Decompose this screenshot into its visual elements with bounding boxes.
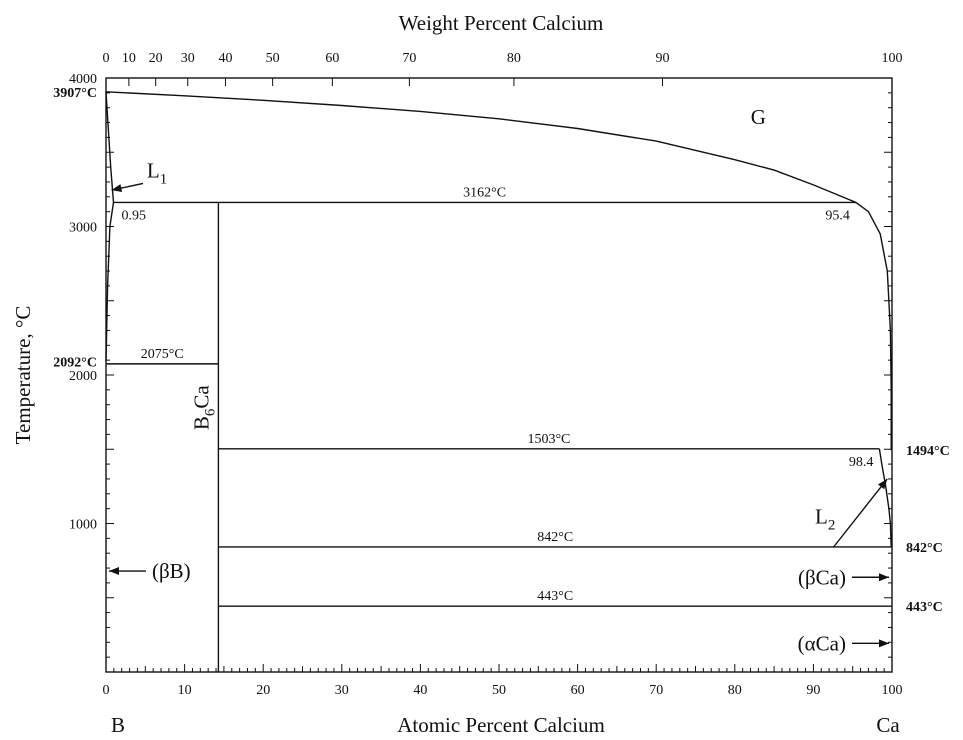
- top-tick-label: 20: [149, 51, 163, 66]
- top-axis-title: Weight Percent Calcium: [399, 11, 604, 35]
- phase-arrow-left: [109, 567, 146, 576]
- region-label-gas: G: [751, 105, 766, 129]
- calcium-liquidus-curve: [878, 448, 892, 548]
- gas-boundary-curve: [105, 91, 892, 451]
- liquid-2-arrow: [832, 478, 888, 548]
- right-temperature-label: 443°C: [906, 600, 943, 615]
- region-label-liquid-2: L2: [815, 505, 835, 534]
- y-axis-title: Temperature, °C: [11, 306, 35, 445]
- bottom-tick-label: 30: [335, 683, 349, 698]
- top-tick-label: 0: [103, 51, 110, 66]
- top-tick-label: 10: [122, 51, 136, 66]
- liquid-1-arrow: [111, 182, 144, 192]
- isotherm-label: 2075°C: [141, 347, 184, 362]
- top-tick-label: 60: [325, 51, 339, 66]
- right-element-label: Ca: [876, 713, 900, 737]
- bottom-tick-label: 20: [256, 683, 270, 698]
- bottom-tick-label: 80: [728, 683, 742, 698]
- bottom-tick-label: 90: [806, 683, 820, 698]
- right-temperature-label: 1494°C: [906, 444, 950, 459]
- left-temperature-label: 3907°C: [53, 86, 97, 101]
- top-tick-label: 90: [655, 51, 669, 66]
- phase-label: (βB): [152, 559, 191, 583]
- phase-arrow-right: [852, 573, 889, 582]
- top-tick-label: 30: [181, 51, 195, 66]
- top-tick-label: 80: [507, 51, 521, 66]
- phase-label: (αCa): [798, 631, 846, 655]
- composition-label: 0.95: [121, 208, 146, 223]
- bottom-tick-label: 70: [649, 683, 663, 698]
- y-tick-label: 2000: [69, 369, 97, 384]
- bottom-tick-label: 10: [178, 683, 192, 698]
- annotation-layer: 0 10 20 30 40 50 60 70 80 90 1000 10 20 30 40 50 60 70 80 9…: [53, 51, 949, 698]
- tick-layer: [105, 77, 893, 673]
- left-element-label: B: [111, 713, 125, 737]
- isotherm-label: 842°C: [537, 530, 573, 545]
- bottom-tick-label: 0: [103, 683, 110, 698]
- bottom-tick-label: 40: [413, 683, 427, 698]
- compound-label: B6Ca: [189, 385, 218, 431]
- phase-arrow-right: [852, 639, 889, 648]
- bottom-tick-label: 50: [492, 683, 506, 698]
- right-temperature-label: 842°C: [906, 541, 943, 556]
- bottom-tick-label: 60: [571, 683, 585, 698]
- top-tick-label: 40: [218, 51, 232, 66]
- y-tick-label: 1000: [69, 518, 97, 533]
- composition-label: 98.4: [849, 455, 874, 470]
- top-tick-label: 50: [266, 51, 280, 66]
- bottom-tick-label: 100: [882, 683, 903, 698]
- phase-label: (βCa): [798, 565, 846, 589]
- top-tick-label: 100: [882, 51, 903, 66]
- isotherm-label: 1503°C: [527, 432, 570, 447]
- y-tick-label: 4000: [69, 72, 97, 87]
- phase-boundaries: [105, 91, 892, 672]
- composition-label: 95.4: [825, 208, 850, 223]
- y-tick-label: 3000: [69, 221, 97, 236]
- isotherm-label: 443°C: [537, 589, 573, 604]
- bottom-axis-title: Atomic Percent Calcium: [397, 713, 605, 737]
- top-tick-label: 70: [402, 51, 416, 66]
- plot-frame: [105, 77, 893, 673]
- isotherm-label: 3162°C: [463, 185, 506, 200]
- region-label-liquid-1: L1: [147, 158, 167, 187]
- left-temperature-label: 2092°C: [53, 355, 97, 370]
